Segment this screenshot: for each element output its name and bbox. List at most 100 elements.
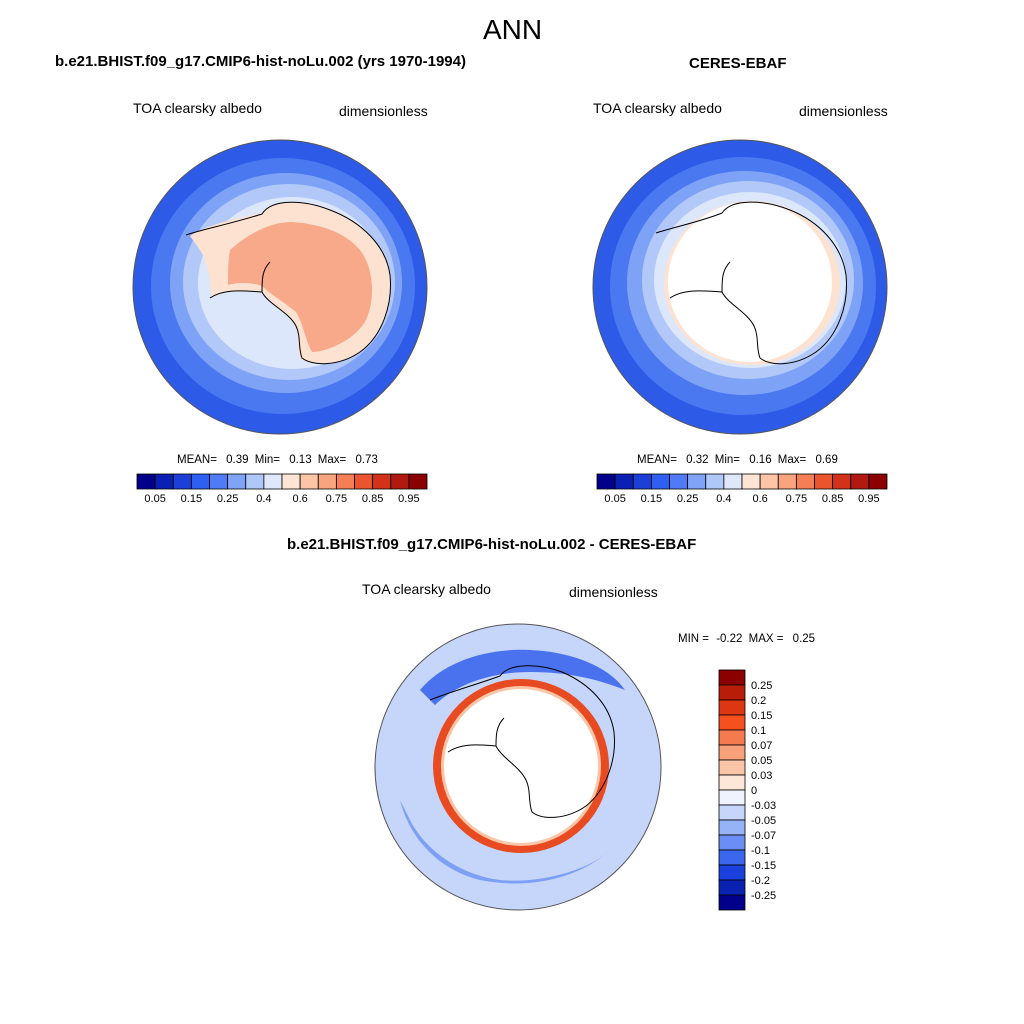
colorbar-box <box>718 774 746 791</box>
colorbar-box <box>718 699 746 716</box>
obs-map <box>592 139 888 435</box>
colorbar-tick-label: 0.07 <box>751 740 772 752</box>
colorbar-box <box>687 473 707 490</box>
colorbar-tick-label: 0.25 <box>677 493 698 505</box>
colorbar-tick-label: 0.6 <box>752 493 767 505</box>
colorbar-tick-label: 0.2 <box>751 695 766 707</box>
colorbar-box <box>718 864 746 881</box>
antarctic-coastline <box>429 665 615 818</box>
colorbar-tick-label: 0.85 <box>822 493 843 505</box>
max-value: 0.73 <box>355 454 378 466</box>
map-zone-negative-band <box>420 649 625 705</box>
antarctic-coastline <box>655 201 847 365</box>
obs-panel-title: CERES-EBAF <box>689 55 787 72</box>
model-panel-title: b.e21.BHIST.f09_g17.CMIP6-hist-noLu.002 … <box>55 53 466 70</box>
colorbar-tick-label: 0.15 <box>641 493 662 505</box>
min-value: 0.16 <box>749 454 772 466</box>
colorbar-tick-label: 0.1 <box>751 725 766 737</box>
colorbar-tick-label: 0.95 <box>398 493 419 505</box>
colorbar-box <box>718 759 746 776</box>
colorbar-box <box>172 473 192 490</box>
colorbar-box <box>317 473 337 490</box>
colorbar-box <box>227 473 247 490</box>
colorbar-tick-label: 0.05 <box>144 493 165 505</box>
colorbar-box <box>154 473 174 490</box>
colorbar-box <box>718 894 746 911</box>
colorbar-box <box>832 473 852 490</box>
colorbar-tick-label: 0.4 <box>256 493 271 505</box>
colorbar-box <box>718 849 746 866</box>
antarctic-coastline <box>185 201 391 365</box>
colorbar-box <box>190 473 210 490</box>
colorbar-tick-label: -0.2 <box>751 875 770 887</box>
obs-units-label: dimensionless <box>799 103 888 119</box>
diff-variable-label: TOA clearsky albedo <box>362 581 491 597</box>
min-value: 0.13 <box>289 454 312 466</box>
colorbar-box <box>868 473 888 490</box>
colorbar-box <box>718 714 746 731</box>
diff-colorbar: 0.25 0.2 0.15 0.1 0.07 0.05 0.03 0 -0.03 -0.05 -0.… <box>718 669 776 911</box>
colorbar-tick-label: -0.07 <box>751 830 776 842</box>
colorbar-tick-label: 0.05 <box>751 755 772 767</box>
mean-value: 0.39 <box>226 454 249 466</box>
colorbar-box <box>718 879 746 896</box>
colorbar-tick-label: 0.95 <box>858 493 879 505</box>
colorbar-tick-label: -0.05 <box>751 815 776 827</box>
colorbar-tick-label: 0.25 <box>217 493 238 505</box>
colorbar-tick-label: -0.25 <box>751 890 776 902</box>
colorbar-tick-label: 0 <box>751 785 757 797</box>
colorbar-box <box>299 473 319 490</box>
colorbar-box <box>245 473 265 490</box>
colorbar-box <box>718 804 746 821</box>
colorbar-box <box>718 729 746 746</box>
colorbar-tick-label: 0.75 <box>326 493 347 505</box>
max-label: Max= <box>777 454 807 466</box>
max-value: 0.25 <box>792 633 816 645</box>
map-zone-interior <box>228 222 373 352</box>
colorbar-tick-label: -0.03 <box>751 800 776 812</box>
colorbar-box <box>372 473 392 490</box>
colorbar-tick-label: 0.6 <box>292 493 307 505</box>
colorbar-tick-label: -0.1 <box>751 845 770 857</box>
max-label: MAX = <box>748 633 784 645</box>
colorbar-tick-label: 0.75 <box>786 493 807 505</box>
colorbar-box <box>263 473 283 490</box>
colorbar-box <box>777 473 797 490</box>
mean-value: 0.32 <box>686 454 709 466</box>
colorbar-tick-label: 0.15 <box>751 710 772 722</box>
model-map <box>132 139 428 435</box>
colorbar-tick-label: 0.25 <box>751 680 772 692</box>
colorbar-box <box>718 789 746 806</box>
colorbar-tick-label: 0.4 <box>716 493 731 505</box>
colorbar-box <box>850 473 870 490</box>
model-units-label: dimensionless <box>339 103 428 119</box>
obs-colorbar: 0.05 0.15 0.25 0.4 0.6 0.75 0.85 0.95 <box>596 473 888 505</box>
min-value: -0.22 <box>716 633 743 645</box>
colorbar-box <box>596 473 616 490</box>
colorbar-box <box>718 744 746 761</box>
mean-label: MEAN= <box>637 454 677 466</box>
map-border <box>592 139 888 435</box>
model-stats: MEAN= 0.39 Min= 0.13 Max= 0.73 <box>177 454 378 466</box>
colorbar-box <box>718 834 746 851</box>
colorbar-box <box>795 473 815 490</box>
diff-units-label: dimensionless <box>569 584 658 600</box>
map-border <box>132 139 428 435</box>
diff-map <box>374 623 662 911</box>
colorbar-box <box>408 473 428 490</box>
colorbar-box <box>650 473 670 490</box>
mean-label: MEAN= <box>177 454 217 466</box>
figure-title: ANN <box>483 14 543 45</box>
colorbar-box <box>759 473 779 490</box>
colorbar-box <box>741 473 761 490</box>
colorbar-box <box>718 684 746 701</box>
colorbar-box <box>136 473 156 490</box>
colorbar-box <box>390 473 410 490</box>
obs-variable-label: TOA clearsky albedo <box>593 100 722 116</box>
colorbar-tick-label: 0.85 <box>362 493 383 505</box>
diff-panel-title: b.e21.BHIST.f09_g17.CMIP6-hist-noLu.002 … <box>287 536 697 553</box>
colorbar-box <box>335 473 355 490</box>
max-value: 0.69 <box>815 454 838 466</box>
min-label: Min= <box>254 454 280 466</box>
